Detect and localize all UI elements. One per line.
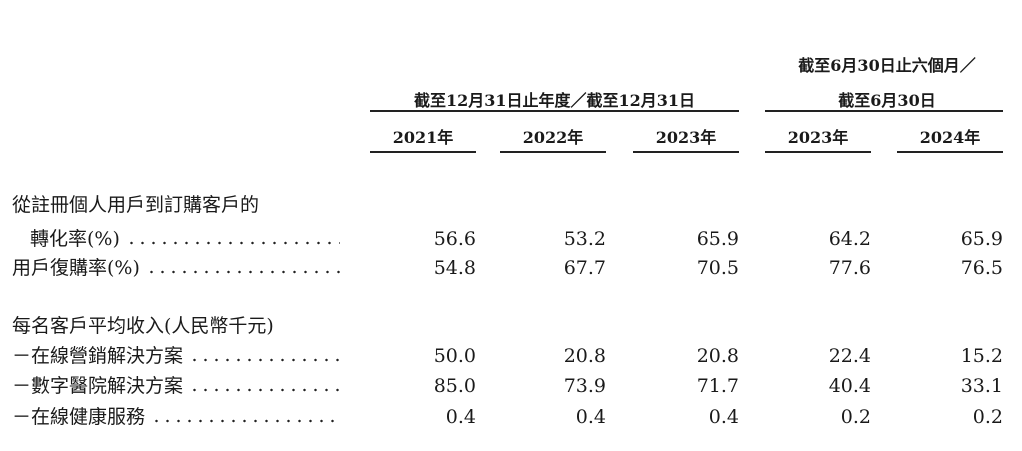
cell-value: 40.4 [828,375,871,397]
rule [765,110,1003,112]
row-label: －數字醫院解決方案 [12,373,340,399]
group-header: 截至12月31日止年度／截至12月31日 [413,91,696,110]
rule [500,151,606,153]
cell-value: 22.4 [828,345,871,367]
group-header: 截至6月30日 [838,91,936,110]
row-label: －在線營銷解決方案 [12,343,340,369]
column-header: 2023年 [655,128,717,147]
label-text: －數字醫院解決方案 [12,375,184,397]
label-text: －在線營銷解決方案 [12,345,184,367]
row-label: －在線健康服務 [12,404,340,430]
cell-value: 65.9 [960,228,1003,250]
leader [125,241,340,245]
cell-value: 64.2 [828,228,871,250]
cell-value: 20.8 [696,345,739,367]
row-label: 轉化率(%) [30,226,340,252]
label-text: 轉化率(%) [30,228,120,250]
cell-value: 50.0 [433,345,476,367]
cell-value: 0.2 [972,406,1003,428]
cell-value: 67.7 [563,257,606,279]
cell-value: 54.8 [433,257,476,279]
rule [370,151,476,153]
label-text: －在線健康服務 [12,406,146,428]
cell-value: 76.5 [960,257,1003,279]
cell-value: 33.1 [960,375,1003,397]
cell-value: 0.4 [445,406,476,428]
rule [897,151,1003,153]
rule [370,110,739,112]
cell-value: 20.8 [563,345,606,367]
cell-value: 85.0 [433,375,476,397]
cell-value: 77.6 [828,257,871,279]
column-header: 2021年 [392,128,454,147]
leader [151,419,340,423]
cell-value: 0.4 [575,406,606,428]
leader [189,388,340,392]
cell-value: 70.5 [696,257,739,279]
label-text: 每名客戶平均收入(人民幣千元) [12,315,274,337]
column-header: 2023年 [787,128,849,147]
cell-value: 53.2 [563,228,606,250]
leader [189,358,340,362]
leader [145,270,340,274]
row-label: 每名客戶平均收入(人民幣千元) [12,313,274,339]
cell-value: 56.6 [433,228,476,250]
label-text: 從註冊個人用戶到訂購客戶的 [12,194,260,216]
rule [765,151,871,153]
column-header: 2024年 [919,128,981,147]
column-header: 2022年 [522,128,584,147]
cell-value: 71.7 [696,375,739,397]
row-label: 從註冊個人用戶到訂購客戶的 [12,192,259,218]
label-text: 用戶復購率(%) [12,257,140,279]
cell-value: 0.4 [708,406,739,428]
rule [633,151,739,153]
group-header: 截至6月30日止六個月／ [798,56,976,75]
cell-value: 65.9 [696,228,739,250]
cell-value: 73.9 [563,375,606,397]
cell-value: 15.2 [960,345,1003,367]
row-label: 用戶復購率(%) [12,255,340,281]
cell-value: 0.2 [840,406,871,428]
